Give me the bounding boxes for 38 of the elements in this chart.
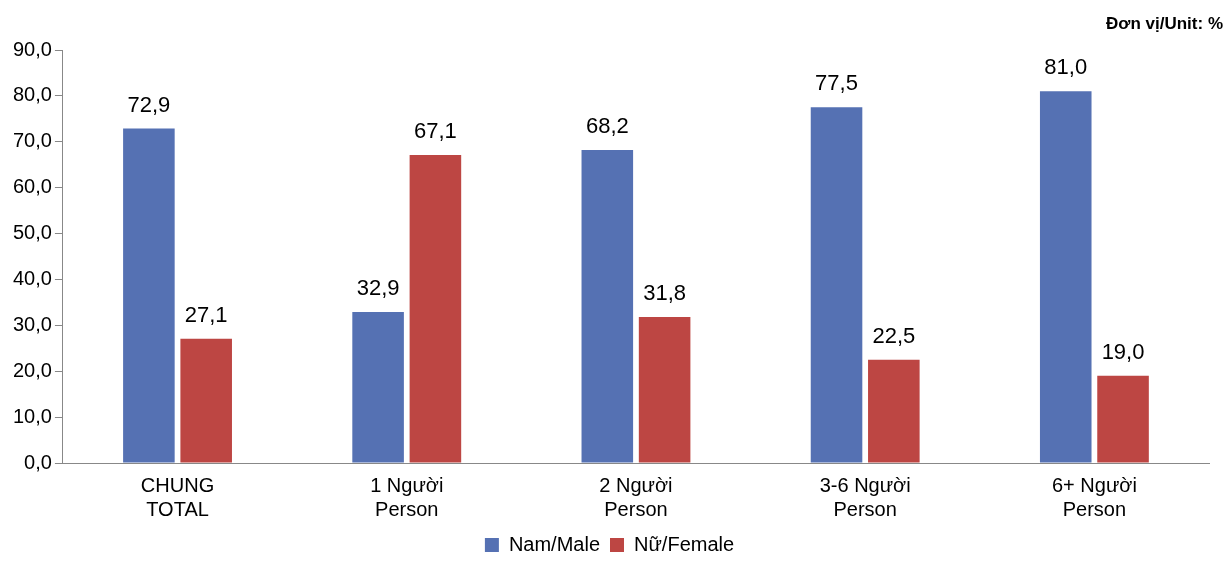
y-tick-label: 90,0 — [12, 37, 52, 60]
bar — [581, 150, 634, 463]
data-label: 27,1 — [184, 301, 228, 327]
bar — [180, 338, 232, 463]
bar — [352, 312, 404, 463]
x-tick-label: 3-6 Người Person — [819, 473, 911, 520]
data-label: 77,5 — [815, 70, 858, 96]
bar — [409, 155, 462, 463]
y-tick-label: 70,0 — [12, 129, 52, 152]
data-label: 22,5 — [872, 322, 916, 348]
x-tick-label: 6+ Người Person — [1051, 473, 1137, 520]
x-tick-label: CHUNG TOTAL — [140, 473, 215, 520]
data-label: 19,0 — [1101, 338, 1145, 364]
y-tick-label: 20,0 — [12, 358, 52, 381]
legend-label: Nữ/Female — [634, 532, 735, 555]
y-tick-label: 80,0 — [12, 83, 52, 106]
text: Đơn vị/Unit: % — [1106, 14, 1223, 34]
y-tick-label: 40,0 — [12, 266, 52, 289]
bar — [638, 317, 691, 463]
data-label: 81,0 — [1044, 54, 1088, 80]
bar — [123, 128, 175, 463]
legend-label: Nam/Male — [508, 532, 601, 555]
bar — [1039, 91, 1092, 463]
data-label: 31,8 — [643, 280, 687, 306]
y-tick-label: 10,0 — [12, 404, 52, 427]
y-tick-label: 0,0 — [24, 450, 52, 473]
bar — [810, 107, 863, 463]
data-label: 72,9 — [127, 91, 171, 117]
x-tick-label: 2 Người Person — [599, 473, 673, 520]
y-tick-label: 60,0 — [12, 175, 52, 198]
y-tick-label: 50,0 — [12, 221, 52, 244]
data-label: 68,2 — [585, 113, 629, 139]
y-tick-label: 30,0 — [12, 312, 52, 335]
bar — [868, 359, 920, 463]
x-tick-label: 1 Người Person — [370, 473, 444, 520]
data-label: 32,9 — [356, 275, 400, 301]
data-label: 67,1 — [413, 118, 457, 144]
bar — [1097, 375, 1149, 463]
